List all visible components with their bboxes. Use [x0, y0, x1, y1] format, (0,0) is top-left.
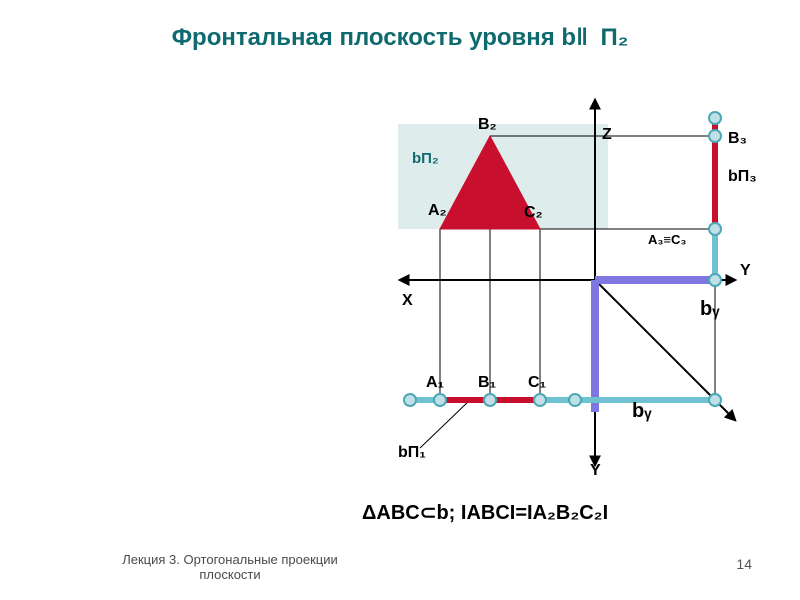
label-A2: A₂: [428, 202, 447, 220]
label-A3C3: A₃≡C₃: [648, 232, 686, 247]
label-bP1: bП₁: [398, 444, 426, 462]
label-by-top: bᵧ: [700, 298, 720, 321]
label-A1: A₁: [426, 374, 444, 392]
formula: ΔABC⊂b; ΙABCΙ=ΙA₂B₂C₂Ι: [362, 500, 608, 525]
label-bP3: bП₃: [728, 168, 757, 186]
label-by-bottom: bᵧ: [632, 400, 652, 423]
label-Y-right: Y: [740, 262, 751, 280]
label-bP2: bП₂: [412, 150, 439, 167]
label-B2: B₂: [478, 116, 497, 134]
label-B1: B₁: [478, 374, 496, 392]
label-Z: Z: [602, 126, 612, 144]
label-C2: C₂: [524, 204, 543, 222]
label-Y-down: Y: [590, 462, 601, 480]
label-B3: B₃: [728, 130, 747, 148]
label-X: X: [402, 292, 413, 310]
footer-text: Лекция 3. Ортогональные проекции плоскос…: [120, 552, 340, 582]
label-C1: C₁: [528, 374, 546, 392]
page-number: 14: [736, 556, 752, 572]
